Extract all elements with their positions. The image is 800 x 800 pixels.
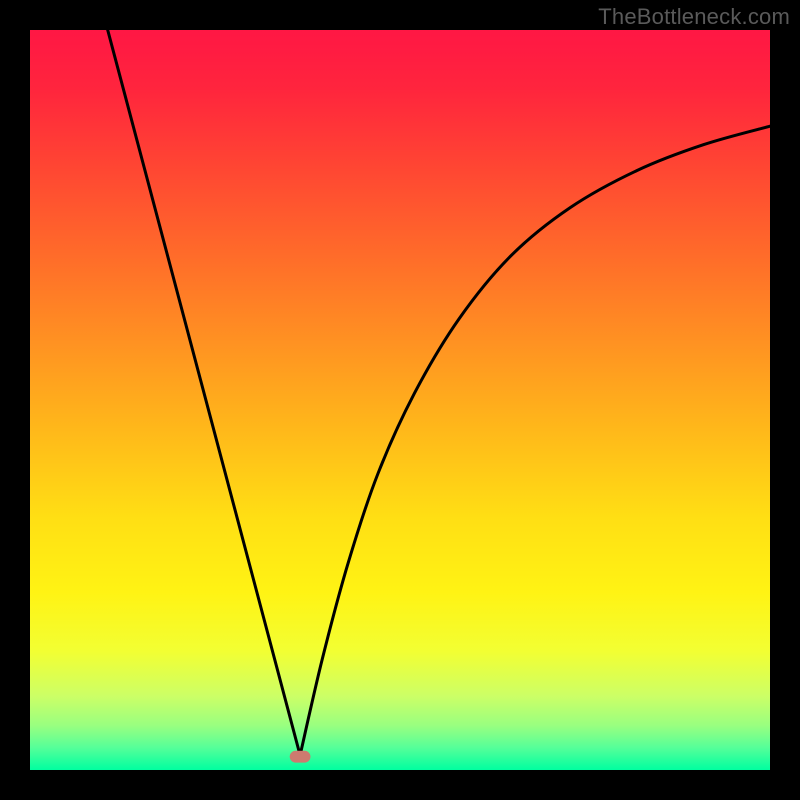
vertex-marker: [290, 751, 311, 763]
chart-canvas: TheBottleneck.com: [0, 0, 800, 800]
gradient-background: [30, 30, 770, 770]
bottleneck-chart: [0, 0, 800, 800]
watermark-text: TheBottleneck.com: [598, 4, 790, 30]
